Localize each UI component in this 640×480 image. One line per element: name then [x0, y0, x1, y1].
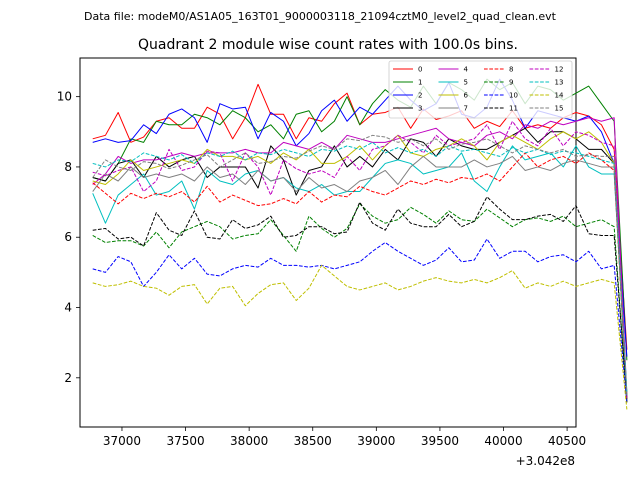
- series-line-9: [92, 203, 628, 403]
- x-tick-label: 38000: [230, 434, 268, 448]
- legend-label-3: 3: [418, 105, 422, 113]
- series-line-8: [92, 152, 628, 399]
- legend-label-0: 0: [418, 66, 422, 74]
- suptitle: Data file: modeM0/AS1A05_163T01_90000031…: [84, 10, 557, 23]
- legend-label-14: 14: [555, 92, 564, 100]
- y-tick-label: 8: [64, 160, 72, 174]
- series-line-10: [92, 238, 628, 403]
- series-line-12: [92, 120, 628, 399]
- legend-label-6: 6: [464, 92, 469, 100]
- x-tick-label: 37500: [166, 434, 204, 448]
- x-tick-label: 39500: [421, 434, 459, 448]
- axes-layer: 37000 37500 38000 38500 39000 39500 40000 40500…: [57, 90, 586, 448]
- x-tick-label: 40500: [548, 434, 586, 448]
- legend-box: [388, 60, 573, 119]
- x-tick-label: 40000: [484, 434, 522, 448]
- y-tick-label: 4: [64, 301, 72, 315]
- legend-label-1: 1: [418, 79, 422, 87]
- legend-label-13: 13: [555, 79, 564, 87]
- legend-label-2: 2: [418, 92, 422, 100]
- series-line-15: [92, 134, 628, 396]
- y-tick-label: 2: [64, 371, 72, 385]
- y-tick-label: 6: [64, 230, 72, 244]
- x-tick-label: 38500: [294, 434, 332, 448]
- series-line-4: [92, 117, 628, 396]
- series-line-14: [92, 264, 628, 410]
- legend-label-10: 10: [509, 92, 518, 100]
- legend-label-9: 9: [509, 79, 513, 87]
- series-line-5: [92, 145, 628, 392]
- x-offset-label: +3.042e8: [516, 454, 575, 468]
- legend-label-15: 15: [555, 105, 564, 113]
- series-line-7: [92, 155, 628, 396]
- x-tick-label: 39000: [357, 434, 395, 448]
- legend-label-4: 4: [464, 66, 469, 74]
- legend-label-8: 8: [509, 66, 513, 74]
- series-layer: [92, 78, 628, 410]
- legend-label-12: 12: [555, 66, 564, 74]
- series-line-11: [92, 196, 628, 399]
- y-tick-label: 10: [57, 90, 72, 104]
- legend-label-7: 7: [464, 105, 468, 113]
- legend-label-5: 5: [464, 79, 468, 87]
- x-tick-label: 37000: [103, 434, 141, 448]
- chart-title: Quadrant 2 module wise count rates with …: [138, 37, 518, 53]
- legend-label-11: 11: [509, 105, 518, 113]
